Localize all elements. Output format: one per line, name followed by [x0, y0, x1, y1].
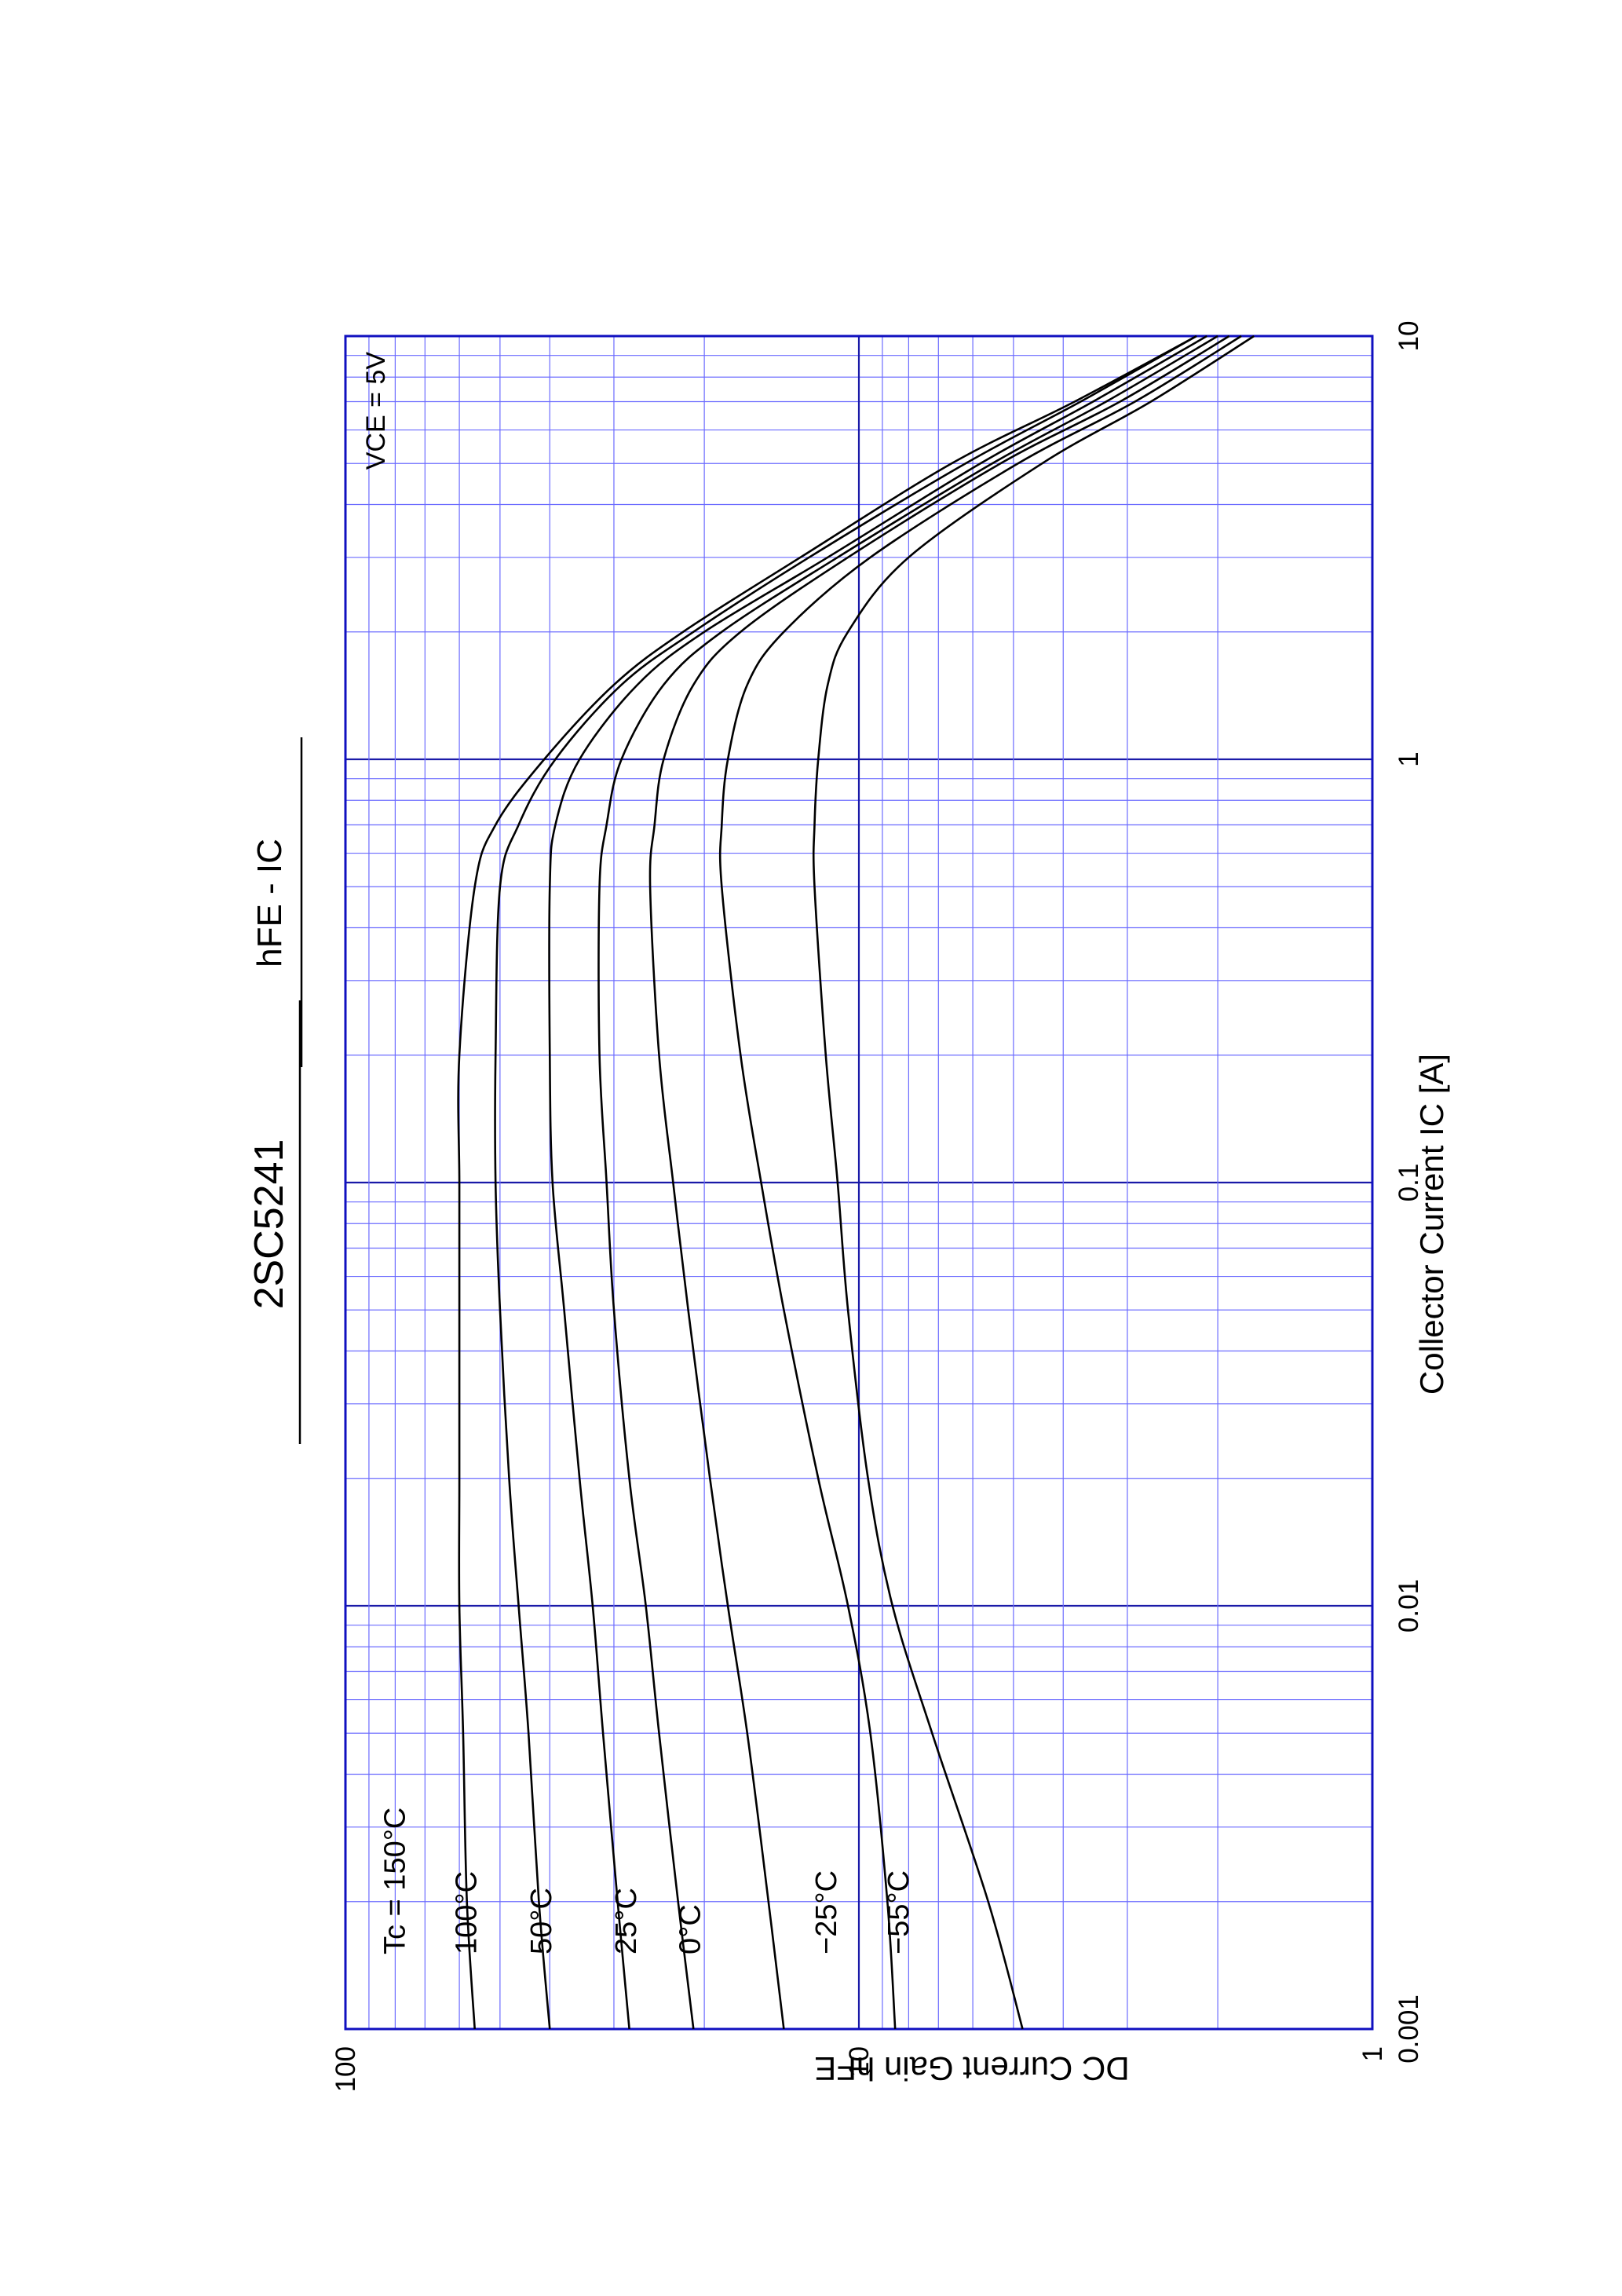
curves [457, 335, 1255, 2030]
series-label: −25°C [810, 1870, 843, 1954]
condition-label: VCE = 5V [361, 352, 391, 470]
curve-series-2 [548, 335, 1207, 2030]
chart-subtitle: hFE - IC [250, 839, 289, 967]
y-axis-label: DC Current Gain hFE [814, 2050, 1129, 2087]
series-label: 50°C [525, 1888, 558, 1954]
curve-series-4 [648, 335, 1230, 2030]
curve-series-1 [494, 335, 1197, 2030]
x-tick-label: 0.001 [1394, 1994, 1424, 2064]
x-axis-label: Collector Current IC [A] [1413, 1054, 1450, 1395]
rotated-plot: 0.001 0.01 0.1 1 10 1 10 100 Tc = 150°C 100°C 50… [247, 321, 1450, 2093]
curve-series-0 [457, 335, 1197, 2030]
x-tick-label: 1 [1394, 751, 1424, 766]
series-label: −55°C [882, 1870, 915, 1954]
y-tick-label: 100 [331, 2046, 361, 2092]
x-tick-labels: 0.001 0.01 0.1 1 10 [1394, 321, 1424, 2064]
series-labels: Tc = 150°C 100°C 50°C 25°C 0°C −25°C −55°C [378, 1808, 915, 1954]
curve-series-5 [718, 335, 1242, 2030]
x-tick-label: 10 [1394, 321, 1424, 352]
series-label: Tc = 150°C [378, 1808, 411, 1954]
chart-title: 2SC5241 [247, 1139, 292, 1310]
x-tick-label: 0.1 [1394, 1164, 1424, 1202]
y-tick-label: 1 [1357, 2046, 1388, 2061]
series-label: 25°C [610, 1888, 643, 1954]
grid [345, 336, 1373, 2030]
x-tick-label: 0.01 [1394, 1579, 1424, 1632]
y-tick-labels: 1 10 100 [331, 2046, 1388, 2092]
series-label: 100°C [450, 1871, 483, 1954]
y-tick-label: 10 [844, 2046, 875, 2077]
plot-frame [344, 335, 1374, 2031]
curve-series-6 [812, 335, 1255, 2030]
curve-series-3 [597, 335, 1218, 2030]
series-label: 0°C [674, 1904, 707, 1954]
